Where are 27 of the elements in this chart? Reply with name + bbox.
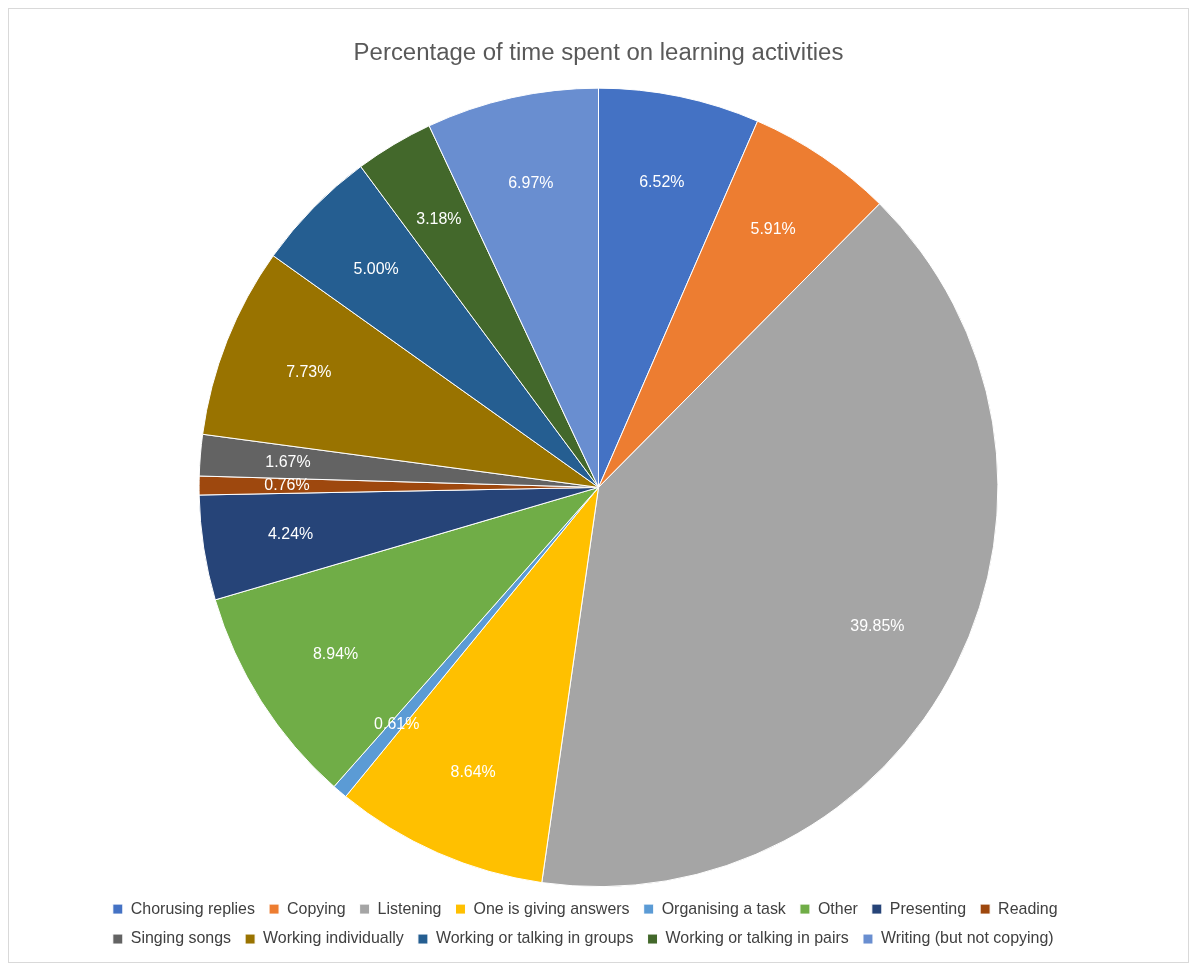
data-label: 39.85% [850, 616, 905, 634]
legend-label: Presenting [889, 899, 967, 917]
legend-label: Reading [998, 899, 1058, 917]
data-label: 7.73% [286, 363, 332, 381]
legend-label: Writing (but not copying) [880, 929, 1054, 947]
legend-label: Working or talking in pairs [665, 929, 849, 947]
legend-label: One is giving answers [473, 899, 630, 917]
data-label: 4.24% [267, 525, 314, 543]
data-label: 8.94% [312, 644, 359, 662]
data-label: 0.61% [374, 715, 420, 733]
data-label: 3.18% [416, 210, 462, 228]
legend-label: Copying [287, 899, 346, 917]
data-label: 6.97% [508, 173, 554, 191]
legend-label: Listening [377, 899, 442, 917]
data-label: 6.52% [639, 172, 685, 190]
data-label: 5.91% [750, 219, 796, 237]
data-label: 0.76% [264, 476, 310, 494]
chart-title: Percentage of time spent on learning activities [353, 37, 844, 65]
legend-label: Other [817, 899, 859, 917]
legend-label: Working or talking in groups [435, 929, 634, 947]
legend-label: Singing songs [130, 929, 232, 947]
data-label: 5.00% [353, 259, 399, 277]
data-label: 1.67% [265, 452, 311, 470]
legend-label: Working individually [263, 929, 404, 947]
legend-label: Organising a task [661, 899, 786, 917]
data-label: 8.64% [450, 762, 496, 780]
legend-label: Chorusing replies [130, 899, 255, 917]
